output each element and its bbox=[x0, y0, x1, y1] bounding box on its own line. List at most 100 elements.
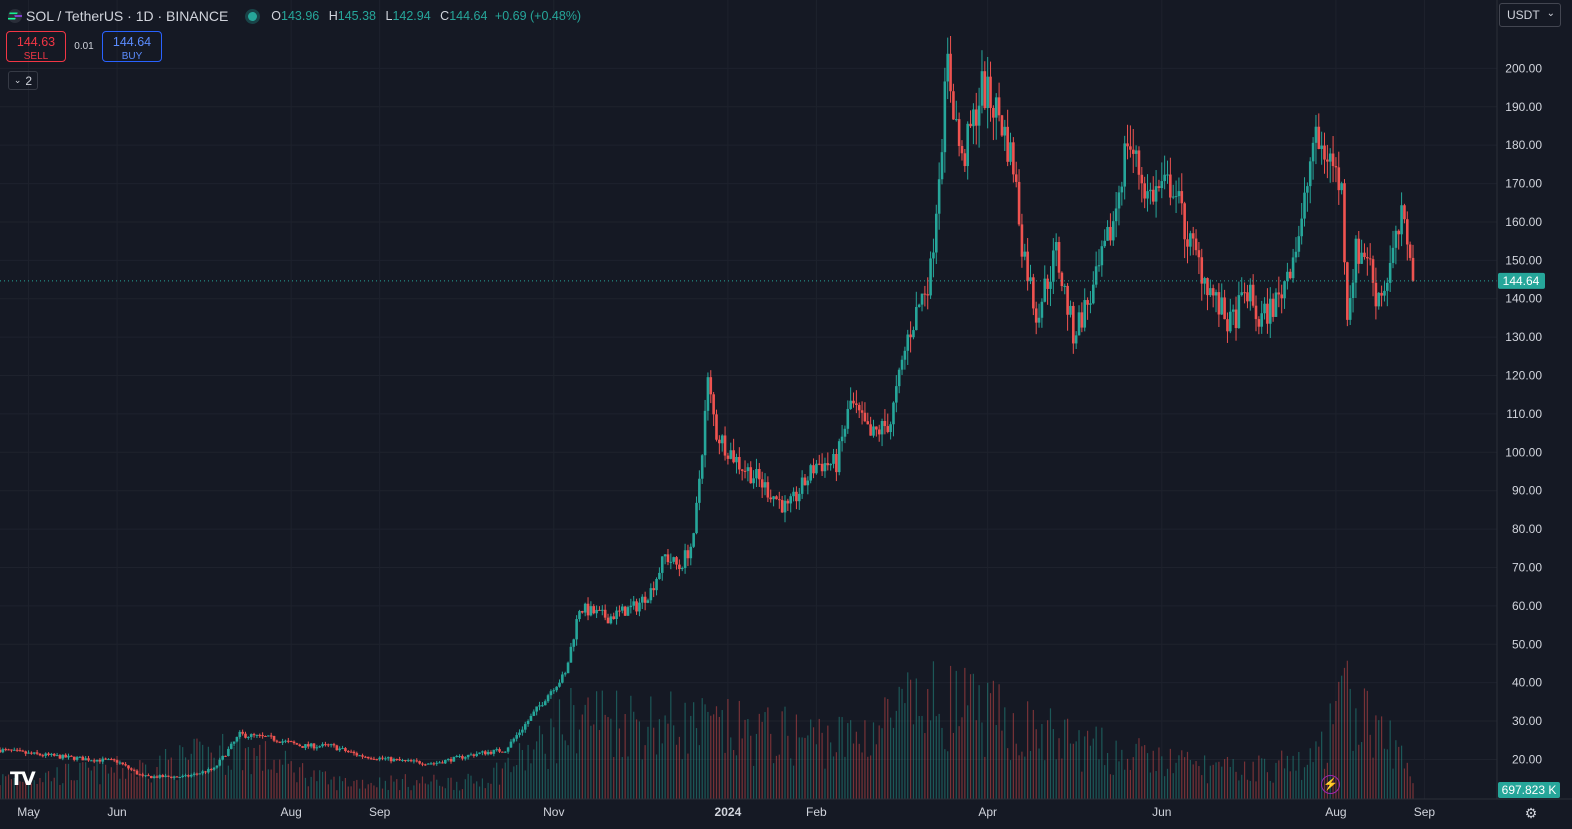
volume-bar bbox=[1375, 715, 1377, 799]
sell-button[interactable]: 144.63 SELL bbox=[6, 31, 66, 62]
solana-icon bbox=[8, 9, 22, 23]
candle-body bbox=[1274, 292, 1278, 317]
volume-bar bbox=[527, 744, 529, 799]
candle-body bbox=[389, 757, 393, 762]
candle-body bbox=[855, 403, 858, 405]
candle-body bbox=[110, 759, 113, 761]
candle-body bbox=[81, 756, 85, 761]
volume-bar bbox=[658, 719, 660, 799]
volume-bar bbox=[1161, 756, 1163, 799]
volume-bar bbox=[615, 690, 618, 799]
candle-body bbox=[35, 752, 39, 754]
candle-body bbox=[603, 609, 607, 618]
candle-body bbox=[552, 690, 556, 692]
volume-bar bbox=[1243, 761, 1246, 799]
volume-bar bbox=[1275, 762, 1277, 799]
candle-body bbox=[1054, 242, 1058, 251]
candle-body bbox=[127, 765, 130, 769]
candle-body bbox=[469, 754, 473, 756]
candle-body bbox=[1137, 150, 1141, 175]
volume-bar bbox=[541, 734, 543, 799]
volume-bar bbox=[1281, 750, 1283, 799]
volume-bar bbox=[476, 781, 478, 799]
volume-bar bbox=[284, 750, 287, 799]
volume-bar bbox=[949, 665, 952, 799]
volume-bar bbox=[647, 726, 649, 799]
candle-body bbox=[7, 749, 10, 751]
volume-bar bbox=[247, 747, 249, 799]
volume-bar bbox=[30, 783, 32, 799]
volume-bar bbox=[998, 684, 1000, 799]
volume-bar bbox=[1095, 726, 1097, 799]
volume-bar bbox=[1112, 774, 1114, 799]
volume-bar bbox=[573, 705, 575, 799]
volume-bar bbox=[707, 711, 709, 799]
indicators-toggle-button[interactable]: ⌄ 2 bbox=[8, 71, 38, 90]
candle-body bbox=[820, 463, 824, 472]
volume-bar bbox=[82, 762, 84, 799]
lightning-icon[interactable]: ⚡ bbox=[1321, 775, 1340, 794]
candle-body bbox=[712, 394, 715, 415]
symbol-title[interactable]: SOL / TetherUS · 1D · BINANCE bbox=[26, 8, 229, 24]
volume-bar bbox=[610, 718, 612, 799]
candle-body bbox=[1069, 305, 1072, 315]
volume-bar bbox=[356, 779, 358, 799]
candle-body bbox=[12, 749, 16, 751]
volume-bar bbox=[607, 717, 609, 799]
volume-bar bbox=[898, 686, 900, 799]
candle-body bbox=[1020, 224, 1024, 257]
volume-bar bbox=[1263, 758, 1266, 799]
volume-bar bbox=[341, 781, 344, 799]
volume-bar bbox=[433, 774, 435, 799]
volume-bar bbox=[359, 788, 361, 799]
volume-bar bbox=[410, 790, 412, 799]
candle-body bbox=[789, 496, 793, 504]
buy-button[interactable]: 144.64 BUY bbox=[102, 31, 162, 62]
candle-body bbox=[1268, 298, 1272, 324]
volume-bar bbox=[233, 746, 235, 799]
candle-body bbox=[1103, 240, 1107, 247]
time-tick-label: Aug bbox=[1325, 805, 1346, 819]
candle-body bbox=[372, 758, 376, 760]
volume-bar bbox=[493, 767, 495, 799]
chevron-down-icon: ⌄ bbox=[13, 75, 22, 85]
volume-bar bbox=[487, 782, 489, 799]
open-value: 143.96 bbox=[281, 9, 320, 23]
candle-body bbox=[44, 753, 47, 756]
candle-body bbox=[61, 754, 65, 759]
volume-bar bbox=[450, 777, 452, 799]
volume-bar bbox=[1238, 780, 1240, 799]
candle-body bbox=[101, 758, 105, 762]
candle-body bbox=[269, 735, 273, 737]
candle-body bbox=[903, 350, 907, 360]
candle-body bbox=[1217, 292, 1221, 315]
candle-body bbox=[743, 470, 747, 472]
volume-bar bbox=[1044, 760, 1046, 799]
candle-body bbox=[869, 424, 872, 436]
volume-bar bbox=[704, 704, 706, 799]
price-axis bbox=[1497, 0, 1572, 799]
candle-body bbox=[489, 751, 493, 754]
candle-body bbox=[241, 731, 244, 734]
volume-bar bbox=[804, 737, 806, 799]
volume-bar bbox=[1027, 701, 1029, 799]
volume-bar bbox=[296, 782, 298, 799]
volume-bar bbox=[153, 778, 155, 799]
candle-body bbox=[104, 758, 107, 760]
candle-body bbox=[261, 735, 264, 737]
volume-bar bbox=[1072, 743, 1074, 799]
volume-bar bbox=[1292, 755, 1294, 799]
volume-bar bbox=[293, 772, 295, 799]
volume-bar bbox=[921, 715, 923, 799]
candle-body bbox=[1074, 335, 1078, 344]
gear-icon[interactable]: ⚙ bbox=[1524, 805, 1538, 821]
candle-body bbox=[481, 751, 484, 753]
currency-select[interactable]: USDT ⌄ bbox=[1499, 3, 1561, 27]
volume-bar bbox=[1352, 750, 1354, 799]
volume-bar bbox=[481, 778, 484, 799]
volume-bar bbox=[681, 759, 683, 799]
candle-body bbox=[298, 744, 302, 747]
candle-body bbox=[963, 153, 967, 167]
candle-body bbox=[1194, 238, 1198, 251]
